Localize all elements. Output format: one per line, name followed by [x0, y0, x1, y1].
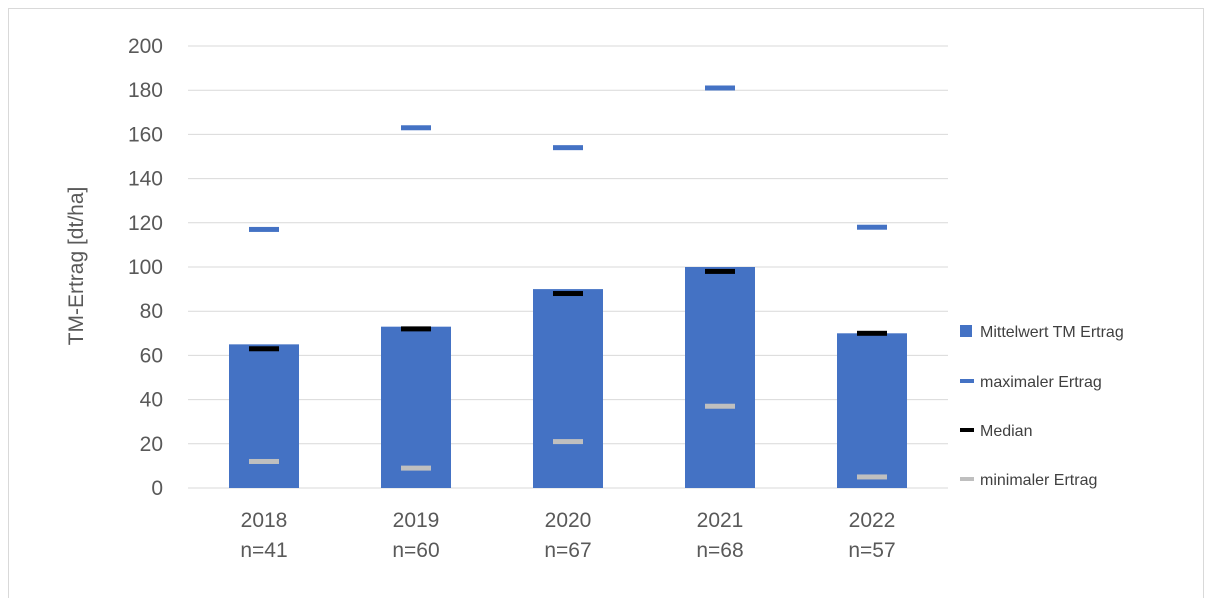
y-axis-label: TM-Ertrag [dt/ha]: [65, 187, 88, 346]
x-tick-label-n: n=68: [696, 539, 743, 562]
bar-mittelwert: [381, 326, 451, 488]
legend-swatch: [960, 477, 974, 481]
y-tick-label: 40: [140, 389, 163, 412]
legend-label: maximaler Ertrag: [980, 374, 1102, 391]
max-marker: [401, 125, 431, 131]
y-tick-label: 20: [140, 433, 163, 456]
median-marker: [401, 326, 431, 332]
y-tick-label: 80: [140, 300, 163, 323]
chart-frame: [8, 8, 1204, 598]
median-marker: [705, 268, 735, 274]
y-tick-label: 100: [128, 256, 163, 279]
median-marker: [553, 291, 583, 297]
legend-swatch: [960, 428, 974, 432]
x-tick-label-n: n=67: [544, 539, 591, 562]
legend-swatch: [960, 379, 974, 383]
y-tick-label: 0: [151, 477, 163, 500]
y-tick-label: 180: [128, 79, 163, 102]
median-marker: [857, 330, 887, 336]
bar-mittelwert: [229, 344, 299, 488]
y-tick-label: 140: [128, 168, 163, 191]
x-tick-label-year: 2018: [241, 509, 288, 532]
x-tick-label-year: 2020: [545, 509, 592, 532]
max-marker: [857, 224, 887, 230]
min-marker: [553, 439, 583, 445]
min-marker: [857, 474, 887, 480]
x-tick-label-year: 2022: [849, 509, 896, 532]
legend-label: minimaler Ertrag: [980, 472, 1097, 489]
y-tick-label: 200: [128, 35, 163, 58]
max-marker: [705, 85, 735, 91]
bar-mittelwert: [685, 267, 755, 488]
x-tick-label-n: n=57: [848, 539, 895, 562]
legend-label: Median: [980, 423, 1032, 440]
bar-mittelwert: [533, 289, 603, 488]
x-tick-label-n: n=41: [240, 539, 287, 562]
median-marker: [249, 346, 279, 352]
legend-swatch: [960, 325, 972, 337]
y-tick-label: 120: [128, 212, 163, 235]
min-marker: [249, 458, 279, 464]
max-marker: [249, 226, 279, 232]
x-tick-label-n: n=60: [392, 539, 439, 562]
min-marker: [401, 465, 431, 471]
max-marker: [553, 145, 583, 151]
x-tick-label-year: 2021: [697, 509, 744, 532]
y-tick-label: 160: [128, 123, 163, 146]
y-tick-label: 60: [140, 344, 163, 367]
bar-mittelwert: [837, 333, 907, 488]
min-marker: [705, 403, 735, 409]
x-tick-label-year: 2019: [393, 509, 440, 532]
legend-label: Mittelwert TM Ertrag: [980, 324, 1124, 341]
